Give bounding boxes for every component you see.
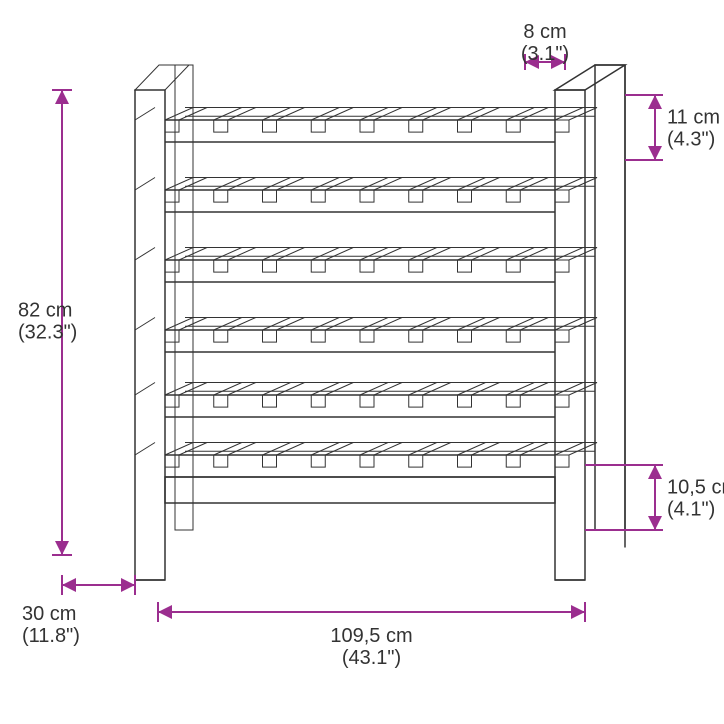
width-value: 109,5 cm	[330, 625, 412, 647]
depth-value: 30 cm	[22, 603, 76, 625]
width-imperial: (43.1")	[342, 647, 401, 669]
height-value: 82 cm	[18, 300, 72, 322]
depth-imperial: (11.8")	[22, 625, 80, 647]
shelf-gap-imperial: (4.3")	[667, 129, 715, 151]
shelf-gap-value: 11 cm	[667, 107, 720, 129]
post-width-imperial: (3.1")	[521, 43, 569, 65]
wine-rack-drawing	[135, 65, 625, 580]
bottom-clear-imperial: (4.1")	[667, 499, 715, 521]
height-imperial: (32.3")	[18, 322, 77, 344]
post-width-value: 8 cm	[523, 21, 566, 43]
bottom-clear-value: 10,5 cm	[667, 477, 724, 499]
